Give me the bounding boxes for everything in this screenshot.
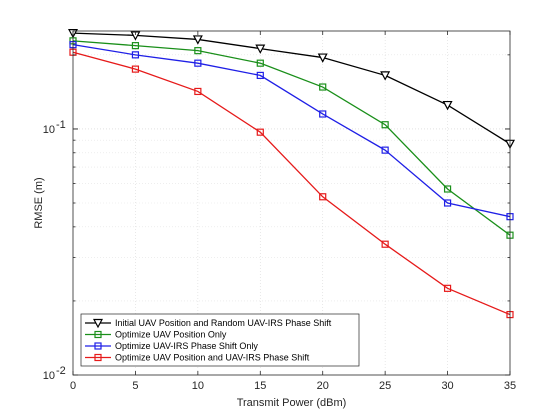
y-tick-exponent: -2 xyxy=(56,365,66,377)
data-point xyxy=(319,110,327,118)
series-group xyxy=(67,29,515,319)
y-tick-label: 10 xyxy=(43,124,55,136)
data-point xyxy=(131,65,140,73)
data-point xyxy=(443,185,452,193)
legend-marker xyxy=(93,318,103,329)
x-tick-label: 35 xyxy=(504,380,516,392)
data-point xyxy=(256,71,264,80)
legend-marker xyxy=(94,342,102,350)
data-point xyxy=(319,193,327,201)
x-tick-label: 25 xyxy=(379,380,391,392)
x-tick-label: 30 xyxy=(441,380,453,392)
legend-entry: Optimize UAV-IRS Phase Shift Only xyxy=(115,341,258,351)
y-axis-title: RMSE (m) xyxy=(33,177,45,228)
data-point xyxy=(256,59,264,67)
legend-marker xyxy=(94,330,102,339)
x-tick-label: 0 xyxy=(70,380,76,392)
data-point xyxy=(443,284,452,292)
legend: Initial UAV Position and Random UAV-IRS … xyxy=(80,313,360,367)
series-line xyxy=(72,44,511,218)
data-point xyxy=(192,35,203,45)
data-point xyxy=(131,51,140,59)
series-line xyxy=(72,32,511,145)
data-point xyxy=(194,47,202,55)
data-point xyxy=(317,53,328,63)
x-tick-label: 10 xyxy=(192,380,204,392)
data-point xyxy=(442,100,453,111)
data-point xyxy=(381,146,389,154)
data-point xyxy=(380,71,391,81)
legend-entry: Optimize UAV Position Only xyxy=(115,330,227,340)
x-tick-label: 20 xyxy=(317,380,329,392)
x-axis-title: Transmit Power (dBm) xyxy=(237,397,347,409)
series-line xyxy=(72,51,511,316)
legend-box xyxy=(80,313,360,367)
data-point xyxy=(319,83,327,91)
data-point xyxy=(381,240,389,248)
legend-marker xyxy=(94,353,102,362)
data-point xyxy=(131,42,140,50)
series-line xyxy=(72,40,511,236)
legend-entry: Initial UAV Position and Random UAV-IRS … xyxy=(115,318,332,328)
data-point xyxy=(256,128,264,136)
data-point xyxy=(381,121,389,129)
x-tick-label: 15 xyxy=(254,380,266,392)
data-point xyxy=(255,44,266,54)
data-point xyxy=(194,87,202,96)
data-point xyxy=(443,199,452,207)
x-tick-label: 5 xyxy=(132,380,138,392)
y-tick-label: 10 xyxy=(43,370,55,382)
legend-entry: Optimize UAV Position and UAV-IRS Phase … xyxy=(115,353,310,363)
data-point xyxy=(194,59,202,67)
y-tick-exponent: -1 xyxy=(56,119,66,131)
